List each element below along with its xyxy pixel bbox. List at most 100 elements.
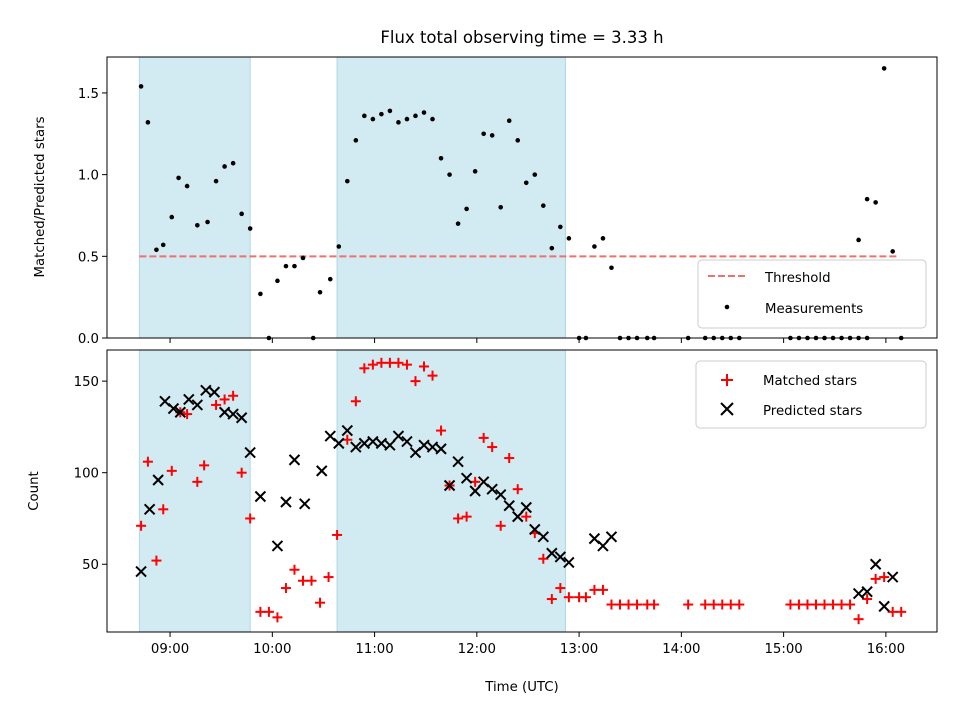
x-tick-label: 12:00 <box>458 642 496 657</box>
matched-star-point <box>166 465 177 476</box>
top-axes-frame <box>106 56 938 339</box>
matched-star-point <box>297 575 308 586</box>
measurement-point <box>864 196 870 202</box>
matched-star-point <box>401 359 412 370</box>
predicted-x-b <box>191 399 204 411</box>
predicted-star-point <box>486 483 498 495</box>
matched-star-point <box>158 504 169 515</box>
predicted-x-b <box>852 587 865 600</box>
predicted-x-b <box>200 384 212 396</box>
predicted-star-point <box>597 540 609 552</box>
bottom-y-ticks: 50 100 150 <box>74 375 107 573</box>
predicted-star-point <box>191 399 204 411</box>
matched-star-point <box>649 599 660 610</box>
measurement-point <box>609 265 614 271</box>
predicted-star-point <box>135 565 147 578</box>
measurement-point <box>404 116 410 122</box>
top-shaded-regions <box>138 56 566 339</box>
predicted-x-b <box>460 472 473 484</box>
predicted-star-point <box>143 503 156 516</box>
measurement-point <box>387 108 393 114</box>
predicted-star-point <box>200 384 212 396</box>
predicted-x-b <box>869 558 882 570</box>
predicted-x-b <box>208 386 221 398</box>
predicted-x-b <box>563 556 575 569</box>
top-legend: Threshold Measurements <box>697 259 927 329</box>
predicted-star-point <box>494 488 507 501</box>
predicted-x-b <box>235 412 248 424</box>
measurement-point <box>541 203 546 208</box>
predicted-star-point <box>235 412 248 424</box>
matched-star-point <box>453 513 464 524</box>
predicted-x-b <box>426 441 439 453</box>
predicted-legend-label: Predicted stars <box>763 404 862 419</box>
predicted-x-b <box>597 540 609 552</box>
predicted-x-b <box>392 430 405 442</box>
predicted-star-point <box>167 402 180 415</box>
predicted-x-b <box>350 441 362 453</box>
bottom-axes-frame <box>106 349 938 633</box>
predicted-x-b <box>244 446 256 459</box>
predicted-x-b <box>529 523 541 536</box>
matched-star-point <box>853 614 864 625</box>
measurement-point <box>370 116 376 122</box>
measurements-legend-swatch <box>724 304 730 310</box>
measurement-point <box>438 155 444 161</box>
matched-star-point <box>245 513 256 524</box>
matched-star-point <box>614 599 625 610</box>
predicted-x-b <box>143 503 156 516</box>
measurement-point <box>549 245 555 251</box>
predicted-x-b <box>554 551 567 563</box>
predicted-x-b <box>520 501 532 514</box>
predicted-x-b <box>288 454 301 466</box>
bottom-legend-box <box>695 360 927 429</box>
matched-star-point <box>810 599 821 610</box>
measurements-legend-label: Measurements <box>765 302 863 317</box>
predicted-x-b <box>469 485 481 497</box>
matched-star-point <box>219 394 230 405</box>
matched-star-point <box>280 583 291 594</box>
predicted-star-point <box>341 424 354 437</box>
matched-star-point <box>632 599 643 610</box>
predicted-star-point <box>869 558 882 570</box>
matched-star-point <box>487 442 498 453</box>
predicted-star-point <box>333 437 345 450</box>
y-tick-label: 1.0 <box>78 169 99 184</box>
predicted-x-b <box>418 439 430 451</box>
matched-star-point <box>228 390 239 401</box>
matched-star-point <box>410 376 421 387</box>
predicted-x-b <box>280 496 292 508</box>
predicted-star-point <box>208 386 221 398</box>
matched-star-point <box>845 599 856 610</box>
top-y-axis-label: Matched/Predicted stars <box>33 116 48 277</box>
predicted-star-point <box>375 437 388 450</box>
predicted-x-b <box>254 490 267 503</box>
predicted-x-b <box>878 600 890 613</box>
predicted-x-b <box>135 565 147 578</box>
predicted-star-point <box>554 551 567 563</box>
measurement-point <box>353 138 359 143</box>
matched-star-point <box>211 399 222 410</box>
predicted-star-point <box>861 586 873 598</box>
predicted-x-b <box>298 498 311 510</box>
predicted-x-b <box>333 437 345 450</box>
predicted-x-b <box>503 499 515 512</box>
predicted-star-point <box>520 501 532 514</box>
predicted-star-point <box>174 406 186 418</box>
measurement-point <box>205 219 210 225</box>
matched-star-point <box>470 476 481 487</box>
matched-star-point <box>199 460 210 471</box>
predicted-star-point <box>401 435 413 448</box>
predicted-x-b <box>375 437 388 450</box>
measurement-point <box>327 276 333 282</box>
predicted-star-point <box>563 556 575 569</box>
predicted-star-point <box>512 510 524 523</box>
measurement-point <box>345 178 350 184</box>
predicted-x-b <box>218 406 231 418</box>
measurement-point <box>523 180 529 186</box>
predicted-star-point <box>392 430 405 442</box>
predicted-star-point <box>271 540 284 552</box>
measurement-point <box>532 172 538 177</box>
predicted-x-b <box>861 586 873 598</box>
matched-star-point <box>887 606 898 617</box>
